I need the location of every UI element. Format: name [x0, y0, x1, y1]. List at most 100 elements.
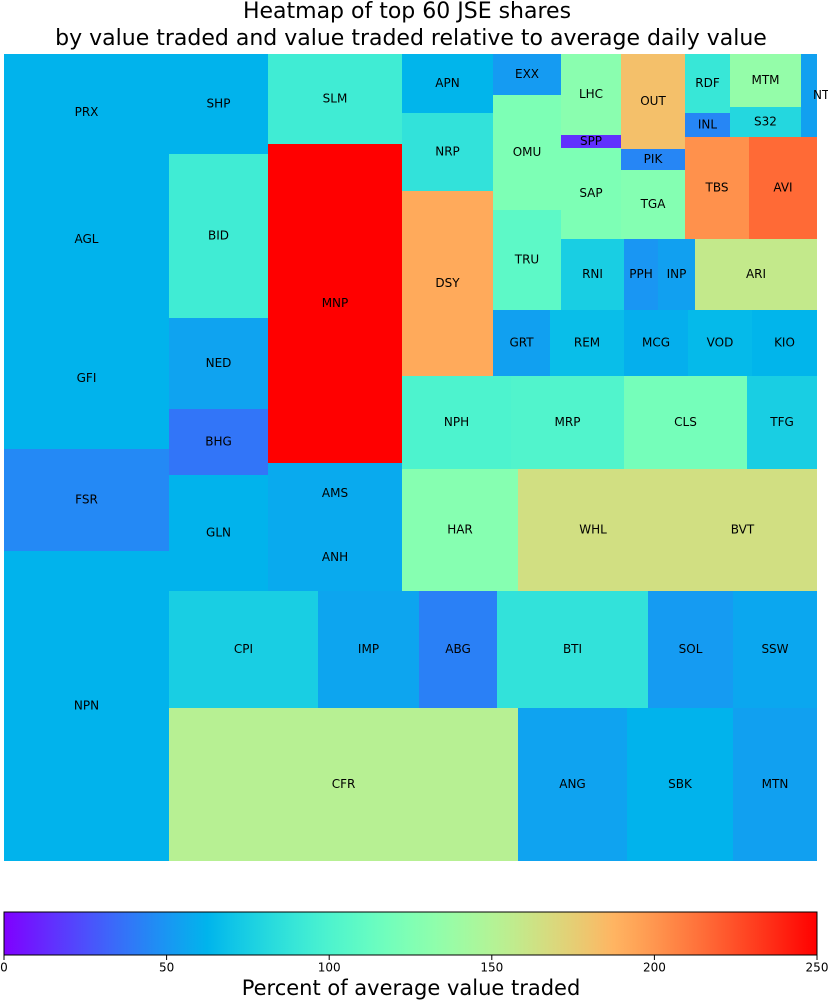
tile — [402, 191, 493, 376]
tile — [169, 154, 268, 318]
tile-label: NED — [206, 356, 232, 370]
tile-label: CPI — [234, 642, 253, 656]
tile — [318, 591, 419, 708]
tile — [169, 591, 318, 708]
tile — [733, 708, 817, 861]
tile — [561, 148, 621, 239]
tile — [658, 239, 695, 310]
tile — [402, 54, 493, 113]
colorbar-tick-label: 50 — [159, 961, 174, 975]
colorbar-tick-label: 250 — [806, 961, 828, 975]
tile-label: HAR — [447, 523, 473, 537]
tile-label: SBK — [668, 777, 693, 791]
tile-label: EXX — [515, 67, 539, 81]
tile — [624, 376, 747, 469]
tile-label: ANG — [559, 777, 585, 791]
tile-label: KIO — [774, 336, 795, 350]
tile — [685, 113, 730, 137]
tile-label: NPN — [74, 699, 99, 713]
colorbar — [3, 911, 818, 956]
tile — [419, 591, 497, 708]
tile — [695, 239, 817, 310]
tile-label: NTC — [813, 88, 828, 102]
tile-label: S32 — [754, 115, 777, 129]
tile — [268, 524, 402, 591]
tile-label: VOD — [707, 336, 734, 350]
colorbar-tick-label: 0 — [0, 961, 8, 975]
tile-label: CLS — [674, 415, 697, 429]
tile-label: LHC — [579, 87, 603, 101]
tile — [493, 210, 561, 310]
tile-label: OUT — [640, 94, 666, 108]
tile — [402, 376, 511, 469]
tile — [627, 708, 733, 861]
tile — [4, 308, 169, 449]
tile — [688, 310, 752, 376]
tile-label: MTN — [762, 777, 789, 791]
tile — [493, 310, 550, 376]
colorbar-tick-label: 150 — [480, 961, 503, 975]
tile-label: INL — [698, 118, 718, 132]
tile-label: RNI — [582, 267, 603, 281]
tile-label: TBS — [705, 181, 729, 195]
tile — [621, 149, 685, 170]
tile-label: DSY — [435, 276, 460, 290]
tile — [749, 137, 817, 239]
tile-label: BID — [208, 229, 229, 243]
tile — [169, 708, 518, 861]
tile-label: INP — [667, 267, 687, 281]
tile — [685, 54, 730, 113]
tile-label: MNP — [322, 296, 349, 310]
tile-label: REM — [574, 336, 600, 350]
tile-label: NRP — [435, 145, 460, 159]
tile — [621, 54, 685, 149]
tile-label: BTI — [563, 642, 582, 656]
tile-label: IMP — [358, 642, 379, 656]
colorbar-tick-label: 100 — [318, 961, 341, 975]
tile — [402, 469, 518, 591]
tile-label: APN — [435, 76, 459, 90]
treemap: PRX AGL GFI FSR NPN SHP BID NED BHG GLN SLM MNP AMS A… — [4, 54, 828, 861]
chart-title: by value traded and value traded relativ… — [55, 26, 767, 51]
tile-label: TFG — [769, 415, 794, 429]
tile — [169, 54, 268, 154]
tile — [561, 54, 621, 135]
tile-label: MRP — [555, 415, 581, 429]
tile-label: ANH — [322, 550, 348, 564]
tile — [518, 469, 668, 591]
tile — [4, 551, 169, 861]
tile-label: SOL — [679, 642, 703, 656]
tile — [493, 54, 561, 95]
tile — [4, 54, 169, 171]
colorbar-tick-label: 200 — [643, 961, 666, 975]
tile — [648, 591, 733, 708]
tile-label: FSR — [75, 493, 98, 507]
colorbar-label: Percent of average value traded — [242, 976, 581, 1000]
tile-label: TRU — [514, 253, 539, 267]
tile-label: MTM — [751, 73, 779, 87]
tile — [4, 171, 169, 308]
tile — [268, 144, 402, 463]
tile — [747, 376, 817, 469]
tile-label: GFI — [77, 371, 97, 385]
tile-label: ARI — [746, 267, 766, 281]
tile-label: SHP — [207, 97, 231, 111]
tile-label: SAP — [579, 186, 602, 200]
tile-label: NPH — [444, 415, 469, 429]
tile-label: RDF — [695, 76, 720, 90]
tile-label: AVI — [773, 181, 792, 195]
tile — [621, 170, 685, 239]
tile — [169, 409, 268, 475]
tile-label: PPH — [629, 267, 653, 281]
tile-label: AGL — [75, 232, 99, 246]
tile — [402, 113, 493, 191]
tile — [268, 463, 402, 524]
tile — [561, 239, 624, 310]
tile — [685, 137, 749, 239]
tile — [730, 107, 801, 137]
tile-label: SLM — [323, 92, 348, 106]
tile-label: WHL — [579, 523, 607, 537]
tile — [752, 310, 817, 376]
tile — [493, 95, 561, 210]
